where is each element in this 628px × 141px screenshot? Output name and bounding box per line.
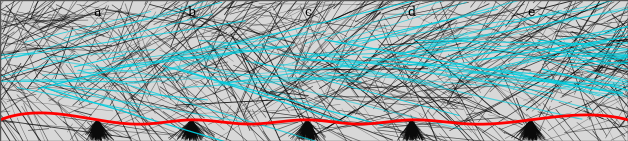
Text: b: b bbox=[188, 6, 195, 19]
Text: a: a bbox=[94, 6, 101, 19]
Text: e: e bbox=[527, 6, 534, 19]
Text: d: d bbox=[408, 6, 415, 19]
Text: c: c bbox=[304, 6, 311, 19]
